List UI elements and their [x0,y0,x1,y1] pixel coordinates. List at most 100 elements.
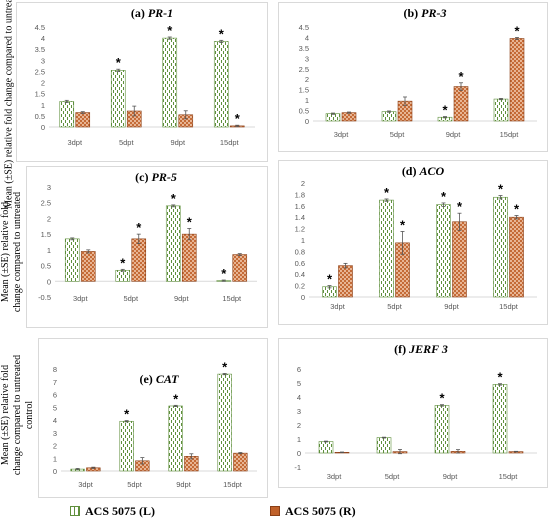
panel-label: (c) [135,170,151,184]
bar-leaf [318,441,334,454]
legend-label-leaf: ACS 5075 (L) [85,503,156,518]
bar-leaf [381,111,397,122]
x-category-label: 15dpt [223,480,243,489]
y-tick-label: 1 [301,236,305,245]
y-tick-label: 0.5 [41,262,51,271]
bar-leaf [168,405,183,472]
bar-leaf [434,405,450,454]
bar-leaf [379,199,394,298]
y-tick-label: 0.5 [299,107,309,116]
significance-star: * [458,69,464,84]
bar-root [75,112,91,128]
significance-star: * [167,23,173,38]
y-axis-title-bottom-line2: change compared to untreated [12,354,23,476]
x-category-label: 5dpt [385,472,401,481]
y-axis-title-middle-line2: change compared to untreated [12,191,23,313]
chart-b: (b) PR-3 00.5 11.5 22.5 33.5 44.5 3dpt 5dpt * * 9d… [299,6,537,139]
x-category-label: 15dpt [222,294,242,303]
y-tick-label: 3 [41,56,45,65]
significance-star: * [222,359,228,374]
bar-root [80,251,96,282]
y-tick-label: 8 [53,365,57,374]
y-tick-label: 0 [301,293,305,302]
chart-title: (a) PR-1 [131,6,173,20]
bar-leaf [64,238,80,282]
x-category-label: 15dpt [499,302,519,311]
significance-star: * [498,182,504,197]
bar-leaf [165,205,181,282]
chart-d: (d) ACO 0 0.2 0.4 0.6 0.8 1 1.2 1.4 1.6 1.8 2 * 3dpt *… [295,164,537,311]
y-tick-label: 1.2 [295,225,305,234]
y-tick-label: -1 [294,463,301,472]
x-category-label: 9dpt [446,130,462,139]
chart-title: (d) ACO [402,164,445,178]
x-category-label: 3dpt [67,138,83,147]
y-axis-title-bottom: Mean (±SE) relative fold change compared… [0,335,36,495]
y-axis-title-bottom-line1: Mean (±SE) relative fold [0,364,11,466]
x-category-label: 5dpt [123,294,139,303]
legend: ACS 5075 (L) ACS 5075 (R) [62,502,482,520]
panel-e-cat: (e) CAT 0 1 2 3 4 5 6 7 8 3dpt * 5dpt * 9dpt * 15dpt [38,338,268,498]
y-tick-label: 4 [41,34,45,43]
y-tick-label: 3 [53,429,57,438]
gene-name: PR-3 [421,6,446,20]
y-tick-label: 2.5 [35,67,45,76]
legend-swatch-root [270,506,280,516]
bar-root [452,221,467,298]
legend-item-leaf: ACS 5075 (L) [70,502,155,520]
x-category-label: 5dpt [119,138,135,147]
y-axis-title-middle: Mean (±SE) relative fold change compared… [0,172,24,332]
bar-leaf [436,204,451,298]
x-category-label: 5dpt [387,302,403,311]
x-category-label: 5dpt [390,130,406,139]
chart-f: (f) JERF 3 -1 0 1 2 3 4 5 6 3dpt 5dpt * 9dpt * 15dpt [294,342,537,481]
significance-star: * [514,201,520,216]
bar-root [181,233,197,282]
y-tick-label: 1 [41,101,45,110]
panel-d-aco: (d) ACO 0 0.2 0.4 0.6 0.8 1 1.2 1.4 1.6 1.8 2 * 3dpt *… [278,160,548,325]
significance-star: * [219,26,225,41]
y-tick-label: 3 [305,54,309,63]
significance-star: * [442,103,448,118]
bar-leaf [119,420,134,472]
bar-leaf [493,98,509,122]
x-category-label: 9dpt [174,294,190,303]
significance-star: * [441,189,447,204]
panel-label: (b) [403,6,421,20]
y-tick-label: 5 [297,379,301,388]
bar-leaf [325,113,341,122]
x-category-label: 15dpt [500,130,520,139]
bar-leaf [115,269,131,282]
y-tick-label: 6 [297,365,301,374]
y-tick-label: 7 [53,378,57,387]
legend-item-root: ACS 5075 (R) [270,502,356,520]
y-tick-label: -0.5 [38,293,51,302]
chart-c: (c) PR-5 -0.5 0 0.5 1 1.5 2 2.5 3 3dpt * * 5dpt * * 9dp… [38,170,257,303]
y-tick-label: 0 [53,467,57,476]
y-tick-label: 2.5 [41,199,51,208]
significance-star: * [497,370,503,385]
y-tick-label: 2 [305,75,309,84]
y-tick-label: 2 [53,442,57,451]
bar-root [338,265,353,298]
bar-leaf [59,101,75,128]
x-category-label: 9dpt [443,472,459,481]
legend-label-root: ACS 5075 (R) [285,503,356,518]
bar-root [509,216,524,298]
bar-root [232,254,248,282]
y-axis-title-top: Mean (±SE) relative fold change compared… [3,0,15,209]
y-tick-label: 1.5 [41,230,51,239]
y-tick-label: 1.5 [299,86,309,95]
significance-star: * [439,391,445,406]
gene-name: PR-1 [148,6,173,20]
x-category-label: 3dpt [330,302,346,311]
y-tick-label: 1.6 [295,202,305,211]
y-tick-label: 6 [53,391,57,400]
x-category-label: 3dpt [73,294,89,303]
chart-title: (e) CAT [139,372,179,386]
panel-a-pr1: (a) PR-1 0 0.5 1 1.5 2 2.5 3 3.5 4 4.5 3dpt * 5dpt * 9d… [16,2,268,162]
bar-leaf [217,373,232,472]
bar-leaf [492,384,508,454]
y-tick-label: 0 [41,123,45,132]
bar-root [341,112,357,122]
